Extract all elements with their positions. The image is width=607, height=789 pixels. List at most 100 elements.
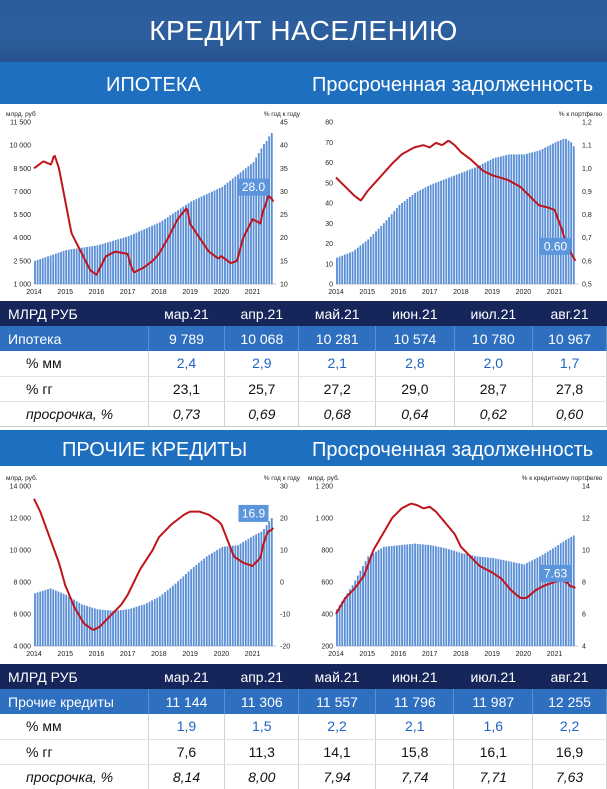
x-tick-label: 2018 [151, 651, 167, 658]
x-tick-label: 2016 [391, 289, 407, 296]
bar [343, 254, 346, 284]
bar [479, 556, 482, 646]
unit-label-right: % год к году [264, 111, 301, 118]
bar [349, 252, 351, 284]
bar [250, 537, 252, 646]
x-tick-label: 2017 [120, 289, 136, 296]
bar [226, 546, 229, 646]
bar [455, 551, 458, 646]
bar [468, 169, 471, 284]
y-right-tick-label: 10 [582, 548, 590, 555]
bar [60, 592, 62, 646]
bar [112, 610, 114, 646]
bar [406, 544, 409, 646]
bar [349, 589, 351, 646]
bar [247, 166, 250, 284]
x-tick-label: 2018 [151, 289, 167, 296]
bar [231, 178, 234, 284]
bar [487, 161, 489, 284]
bar [544, 553, 547, 646]
row-label: % мм [0, 714, 149, 740]
section-title-overdue-1: Просроченная задолженность [312, 74, 594, 96]
bar [411, 543, 414, 646]
bar [104, 610, 107, 646]
bar [494, 157, 497, 284]
table-cell: 1,7 [532, 351, 607, 377]
y-left-tick-label: 10 000 [10, 143, 32, 150]
bar [375, 551, 377, 646]
bar [520, 563, 523, 646]
bar [481, 556, 484, 646]
bar [518, 563, 521, 646]
bar [572, 535, 575, 646]
y-right-tick-label: 8 [582, 580, 586, 587]
bar [489, 557, 492, 646]
y-left-tick-label: 8 500 [13, 166, 31, 173]
bar [187, 203, 190, 284]
bar [239, 543, 242, 646]
bar [554, 546, 557, 646]
bar [205, 194, 208, 284]
table-cell: 2,2 [298, 714, 377, 740]
bar [143, 229, 146, 284]
bar [500, 559, 502, 646]
bar [437, 181, 440, 284]
bar [36, 592, 39, 646]
series-line [335, 502, 576, 615]
bar [153, 224, 156, 284]
bar [549, 550, 552, 646]
bar [247, 538, 250, 646]
y-right-tick-label: 0,9 [582, 189, 592, 196]
bar [263, 528, 265, 646]
bar [382, 223, 385, 284]
y-right-tick-label: 1,2 [582, 120, 592, 127]
bar [91, 246, 94, 284]
bar [432, 183, 435, 284]
y-left-tick-label: 1 200 [315, 484, 333, 491]
y-left-tick-label: 80 [325, 120, 333, 127]
table-cell: 28,7 [454, 376, 534, 402]
y-right-tick-label: 12 [582, 516, 590, 523]
bar [536, 557, 539, 646]
bar [533, 151, 536, 284]
bar [270, 518, 273, 646]
x-tick-label: 2017 [120, 651, 136, 658]
x-tick-label: 2014 [328, 651, 344, 658]
table-cell: 10 780 [454, 326, 534, 351]
bar [39, 259, 42, 284]
bar [192, 200, 195, 284]
bar [93, 608, 96, 646]
y-left-tick-label: 40 [325, 201, 333, 208]
x-tick-label: 2015 [359, 289, 375, 296]
table-cell: 15,8 [375, 739, 455, 765]
table-cell: 2,9 [224, 351, 300, 377]
bar [270, 133, 273, 284]
bar [80, 247, 83, 284]
bar [34, 260, 36, 284]
x-tick-label: 2014 [26, 651, 42, 658]
bar [466, 554, 469, 646]
table-mortgage: МЛРД РУБ мар.21 апр.21 май.21 июн.21 июл… [0, 301, 607, 427]
y-right-tick-label: 0,8 [582, 212, 592, 219]
bar [552, 143, 554, 284]
bar [513, 562, 515, 646]
bar [395, 208, 398, 284]
x-tick-label: 2015 [57, 651, 73, 658]
bar [414, 192, 416, 284]
bar [148, 601, 151, 646]
table-row-mm: % мм 1,9 1,5 2,2 2,1 1,6 2,2 [0, 714, 607, 740]
table-cell: 8,14 [148, 764, 226, 789]
bar [151, 600, 154, 646]
bar [70, 598, 73, 646]
bar [533, 559, 536, 646]
bar [338, 605, 341, 646]
bar [429, 545, 432, 646]
bar [67, 596, 70, 646]
bar [244, 540, 247, 646]
bar [190, 201, 193, 284]
bar [372, 234, 375, 284]
bar [39, 591, 42, 646]
bar [474, 167, 476, 284]
table-cell: 11 557 [298, 689, 377, 714]
y-left-tick-label: 70 [325, 140, 333, 147]
